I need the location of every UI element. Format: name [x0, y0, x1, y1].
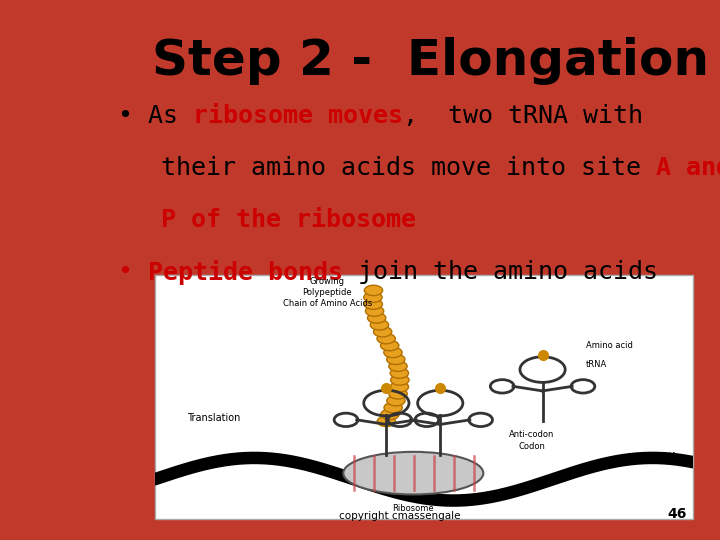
Text: mRNA: mRNA: [649, 452, 678, 461]
Text: Translation: Translation: [187, 414, 240, 423]
Text: Codon: Codon: [518, 442, 545, 451]
Circle shape: [381, 409, 399, 420]
Text: Chain of Amino Acids: Chain of Amino Acids: [282, 299, 372, 308]
Circle shape: [377, 416, 395, 427]
Circle shape: [370, 320, 389, 330]
Circle shape: [387, 395, 405, 406]
Circle shape: [390, 368, 408, 379]
Circle shape: [391, 375, 409, 385]
Circle shape: [364, 285, 382, 295]
Text: Growing: Growing: [310, 278, 345, 286]
Text: Peptide bonds: Peptide bonds: [148, 260, 358, 285]
Text: Anti-codon: Anti-codon: [509, 430, 554, 438]
Text: Ribosome: Ribosome: [392, 496, 434, 513]
Text: join the amino acids: join the amino acids: [358, 260, 658, 284]
Circle shape: [389, 389, 408, 399]
Circle shape: [380, 340, 399, 351]
Text: A and: A and: [656, 156, 720, 180]
FancyBboxPatch shape: [155, 275, 693, 519]
Text: tRNA: tRNA: [585, 360, 607, 369]
Circle shape: [387, 354, 405, 364]
Text: Polypeptide: Polypeptide: [302, 288, 352, 297]
Text: Amino acid: Amino acid: [585, 341, 633, 350]
Circle shape: [374, 327, 392, 337]
Ellipse shape: [343, 452, 483, 495]
Circle shape: [364, 292, 382, 302]
Text: copyright cmassengale: copyright cmassengale: [339, 511, 460, 522]
Circle shape: [389, 361, 407, 372]
Text: ribosome moves: ribosome moves: [193, 104, 403, 128]
Circle shape: [390, 382, 408, 392]
Text: P of the ribosome: P of the ribosome: [161, 208, 416, 232]
Text: •: •: [118, 260, 148, 284]
Text: Step 2 -  Elongation: Step 2 - Elongation: [152, 37, 708, 85]
Circle shape: [384, 347, 402, 357]
Circle shape: [377, 334, 395, 344]
Circle shape: [384, 402, 402, 413]
Circle shape: [364, 299, 382, 309]
Text: 46: 46: [668, 508, 687, 522]
Circle shape: [366, 306, 384, 316]
Circle shape: [367, 313, 386, 323]
Text: • As: • As: [118, 104, 193, 128]
Text: ,  two tRNA with: , two tRNA with: [403, 104, 643, 128]
Text: their amino acids move into site: their amino acids move into site: [161, 156, 656, 180]
